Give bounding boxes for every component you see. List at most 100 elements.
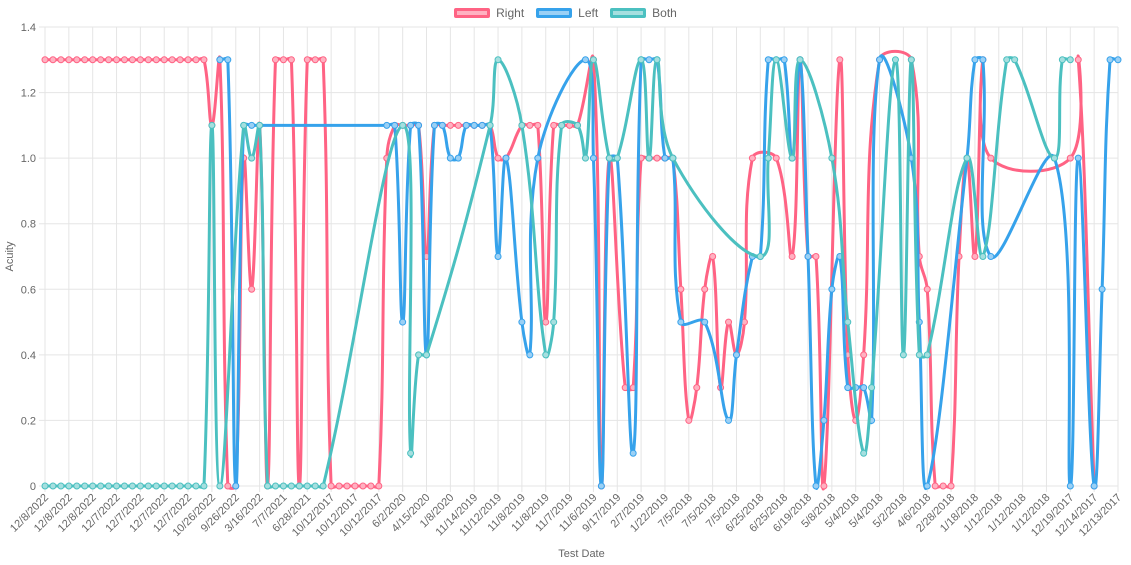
data-point-both bbox=[1011, 56, 1019, 64]
data-point-left bbox=[589, 154, 597, 162]
series-line-both bbox=[45, 56, 1071, 489]
data-point-both bbox=[41, 482, 49, 490]
data-point-right bbox=[494, 154, 502, 162]
legend-item-right[interactable]: Right bbox=[454, 6, 524, 20]
data-point-right bbox=[279, 56, 287, 64]
data-point-both bbox=[637, 56, 645, 64]
data-point-right bbox=[168, 56, 176, 64]
data-point-both bbox=[494, 56, 502, 64]
data-point-both bbox=[915, 351, 923, 359]
data-point-both bbox=[49, 482, 57, 490]
data-point-both bbox=[256, 121, 264, 129]
y-tick-label: 1.2 bbox=[21, 88, 36, 100]
data-point-both bbox=[788, 154, 796, 162]
data-point-left bbox=[1074, 154, 1082, 162]
data-point-right bbox=[939, 482, 947, 490]
data-point-left bbox=[454, 154, 462, 162]
data-point-left bbox=[923, 482, 931, 490]
data-point-left bbox=[399, 318, 407, 326]
y-axis-title: Acuity bbox=[4, 241, 16, 271]
data-point-both bbox=[1050, 154, 1058, 162]
data-point-right bbox=[677, 285, 685, 293]
data-point-left bbox=[971, 56, 979, 64]
data-point-left bbox=[629, 449, 637, 457]
data-point-both bbox=[868, 384, 876, 392]
data-point-left bbox=[232, 482, 240, 490]
data-point-right bbox=[725, 318, 733, 326]
data-point-both bbox=[319, 482, 327, 490]
data-point-left bbox=[446, 154, 454, 162]
data-point-both bbox=[168, 482, 176, 490]
legend-item-both[interactable]: Both bbox=[610, 6, 677, 20]
data-point-right bbox=[748, 154, 756, 162]
data-point-left bbox=[979, 56, 987, 64]
data-point-both bbox=[105, 482, 113, 490]
legend-label-both: Both bbox=[652, 6, 677, 20]
data-point-left bbox=[415, 121, 423, 129]
data-point-right bbox=[693, 384, 701, 392]
data-point-right bbox=[375, 482, 383, 490]
data-point-right bbox=[987, 154, 995, 162]
data-point-right bbox=[113, 56, 121, 64]
data-point-right bbox=[526, 121, 534, 129]
data-point-left bbox=[732, 351, 740, 359]
data-point-right bbox=[319, 56, 327, 64]
data-point-right bbox=[812, 253, 820, 260]
data-point-right bbox=[184, 56, 192, 64]
data-point-both bbox=[81, 482, 89, 490]
y-tick-label: 0 bbox=[30, 481, 36, 493]
data-point-right bbox=[160, 56, 168, 64]
data-point-both bbox=[589, 56, 597, 64]
data-point-right bbox=[176, 56, 184, 64]
data-point-left bbox=[478, 121, 486, 129]
data-point-left bbox=[1106, 56, 1114, 64]
data-point-left bbox=[216, 56, 224, 64]
data-point-right bbox=[65, 56, 73, 64]
data-point-both bbox=[581, 154, 589, 162]
data-point-right bbox=[128, 56, 136, 64]
data-point-both bbox=[208, 121, 216, 129]
data-point-right bbox=[327, 482, 335, 490]
y-tick-label: 0.8 bbox=[21, 219, 36, 231]
data-point-both bbox=[645, 154, 653, 162]
data-point-both bbox=[144, 482, 152, 490]
data-point-left bbox=[1066, 482, 1074, 490]
data-point-left bbox=[597, 482, 605, 490]
legend-item-left[interactable]: Left bbox=[536, 6, 598, 20]
data-point-both bbox=[216, 482, 224, 490]
data-point-left bbox=[860, 384, 868, 392]
y-tick-label: 0.2 bbox=[21, 415, 36, 427]
data-point-left bbox=[987, 253, 995, 260]
data-point-both bbox=[295, 482, 303, 490]
data-point-both bbox=[1058, 56, 1066, 64]
data-point-left bbox=[224, 56, 232, 64]
data-point-both bbox=[669, 154, 677, 162]
data-point-both bbox=[248, 154, 256, 162]
data-point-left bbox=[526, 351, 534, 359]
data-point-both bbox=[113, 482, 121, 490]
data-point-left bbox=[470, 121, 478, 129]
data-point-right bbox=[105, 56, 113, 64]
data-point-right bbox=[1074, 56, 1082, 64]
data-point-both bbox=[605, 154, 613, 162]
data-point-both bbox=[764, 154, 772, 162]
legend-swatch-left bbox=[536, 8, 573, 18]
data-point-left bbox=[518, 318, 526, 326]
data-point-right bbox=[788, 253, 796, 260]
data-point-right bbox=[287, 56, 295, 64]
data-point-right bbox=[351, 482, 359, 490]
legend-swatch-both bbox=[610, 8, 647, 18]
data-point-both bbox=[120, 482, 128, 490]
data-point-both bbox=[1003, 56, 1011, 64]
data-point-right bbox=[136, 56, 144, 64]
data-point-left bbox=[876, 56, 884, 64]
data-point-left bbox=[1090, 482, 1098, 490]
data-point-both bbox=[192, 482, 200, 490]
data-point-left bbox=[812, 482, 820, 490]
data-point-both bbox=[860, 449, 868, 457]
data-point-both bbox=[136, 482, 144, 490]
data-point-left bbox=[534, 154, 542, 162]
data-point-right bbox=[200, 56, 208, 64]
data-point-both bbox=[486, 121, 494, 129]
data-point-both bbox=[1066, 56, 1074, 64]
